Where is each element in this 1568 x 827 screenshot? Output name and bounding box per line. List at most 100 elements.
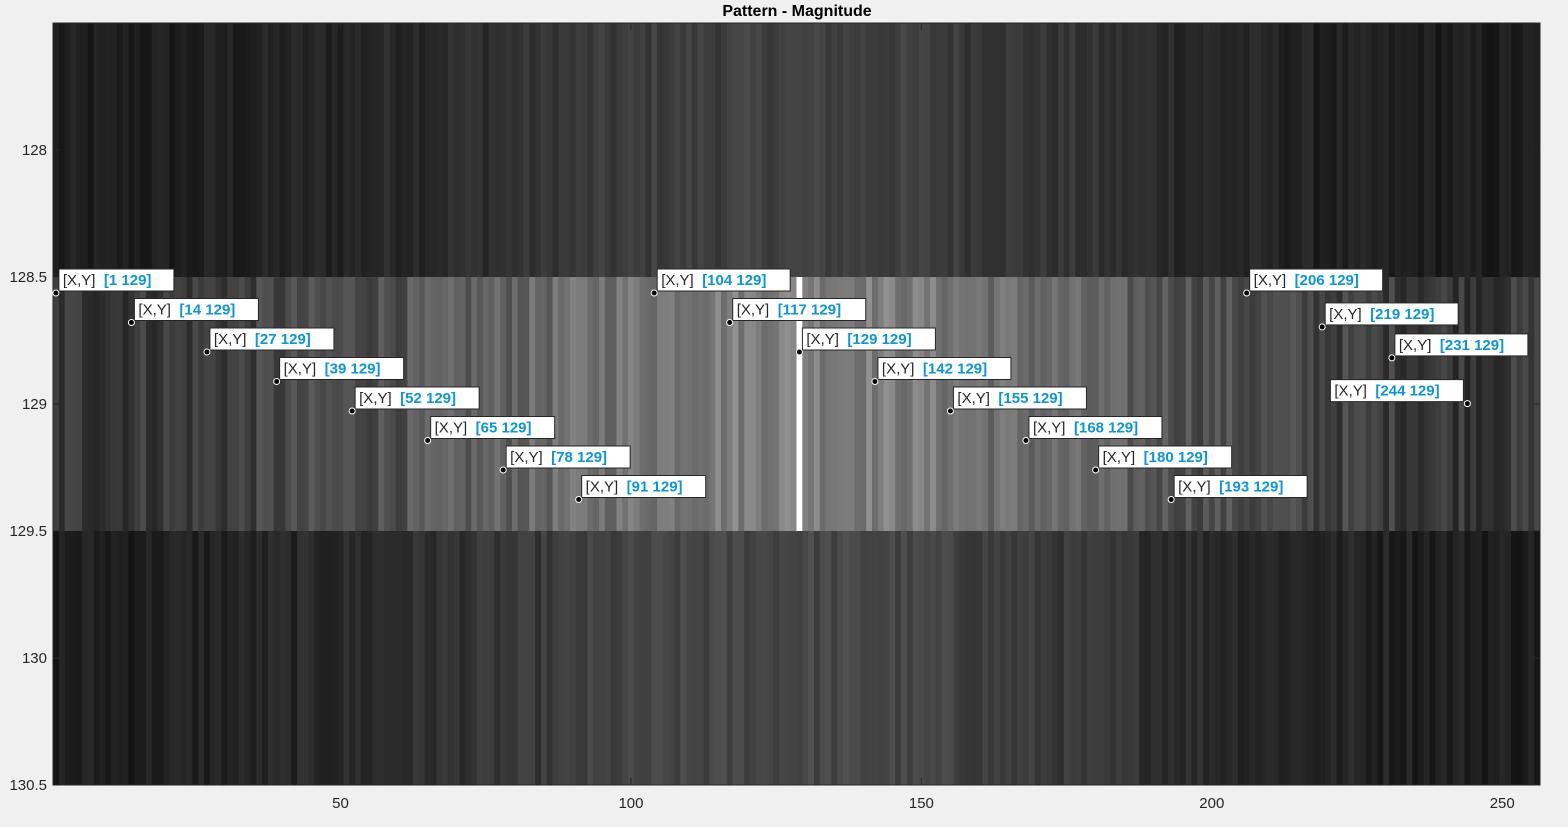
datatip-box <box>209 327 335 351</box>
heatmap-cell <box>1418 277 1425 531</box>
heatmap-cell <box>552 531 559 785</box>
heatmap-cell <box>1435 277 1442 531</box>
heatmap-cell <box>703 531 710 785</box>
datatip-box <box>133 298 259 321</box>
heatmap-cell <box>233 277 240 531</box>
heatmap-cell <box>773 277 780 531</box>
heatmap-cell <box>691 23 699 277</box>
heatmap-cell <box>326 531 333 785</box>
datatip-box <box>1249 268 1384 292</box>
heatmap-image[interactable] <box>53 23 1541 785</box>
datatip[interactable]: [X,Y] [142 129] <box>871 357 1012 385</box>
datatip-marker[interactable] <box>52 289 60 297</box>
heatmap-cell <box>349 23 356 277</box>
datatip-marker[interactable] <box>1463 400 1471 408</box>
datatip-marker[interactable] <box>348 407 356 415</box>
heatmap-cell <box>587 23 594 277</box>
heatmap-cell <box>709 277 716 531</box>
datatip[interactable]: [X,Y] [1 129] <box>52 268 175 297</box>
datatip-marker[interactable] <box>127 319 135 326</box>
datatip[interactable]: [X,Y] [104 129] <box>650 268 791 297</box>
heatmap-cell <box>1098 277 1105 531</box>
heatmap-cell <box>1301 531 1309 785</box>
heatmap-cell <box>1034 531 1041 785</box>
datatip-marker[interactable] <box>871 378 879 385</box>
heatmap-cell <box>1191 23 1198 277</box>
datatip[interactable]: [X,Y] [129 129] <box>795 327 936 356</box>
datatip-label: [X,Y] <box>1399 337 1432 354</box>
datatip-marker[interactable] <box>1243 289 1251 297</box>
datatip-marker[interactable] <box>726 319 734 326</box>
datatip-marker[interactable] <box>1092 466 1100 474</box>
datatip-marker[interactable] <box>575 496 583 503</box>
heatmap-cell <box>465 531 472 785</box>
datatip-label: [X,Y] <box>1178 479 1211 496</box>
datatip[interactable]: [X,Y] [78 129] <box>499 445 631 474</box>
heatmap-cell <box>779 531 786 785</box>
heatmap-cell <box>477 23 484 277</box>
datatip[interactable]: [X,Y] [168 129] <box>1022 416 1163 444</box>
heatmap-cell <box>1115 23 1123 277</box>
heatmap-cell <box>720 531 728 785</box>
datatip[interactable]: [X,Y] [27 129] <box>203 327 335 356</box>
datatip[interactable]: [X,Y] [52 129] <box>348 386 480 415</box>
heatmap-cell <box>337 531 344 785</box>
datatip[interactable]: [X,Y] [206 129] <box>1243 268 1384 297</box>
heatmap-cell <box>604 531 612 785</box>
datatip-label: [X,Y] <box>1329 306 1362 323</box>
datatip-marker[interactable] <box>424 437 432 444</box>
heatmap-cell <box>1301 23 1309 277</box>
heatmap-cell <box>267 277 275 531</box>
datatip[interactable]: [X,Y] [244 129] <box>1329 379 1471 408</box>
heatmap-cell <box>384 531 391 785</box>
heatmap-cell <box>1092 531 1099 785</box>
datatip-marker[interactable] <box>499 466 507 474</box>
datatip[interactable]: [X,Y] [65 129] <box>424 416 556 444</box>
heatmap-cell <box>1307 277 1314 531</box>
datatip-marker[interactable] <box>273 378 281 385</box>
heatmap-cell <box>1092 23 1099 277</box>
heatmap-cell <box>169 531 176 785</box>
heatmap-cell <box>1098 531 1105 785</box>
heatmap-cell <box>1423 277 1431 531</box>
heatmap-cell <box>209 531 217 785</box>
chart-title: Pattern - Magnitude <box>722 3 871 20</box>
heatmap-cell <box>895 531 902 785</box>
datatip-marker[interactable] <box>1167 496 1175 503</box>
heatmap-cell <box>296 277 304 531</box>
heatmap-cell <box>790 531 797 785</box>
heatmap-cell <box>616 277 623 531</box>
heatmap-cell <box>256 277 263 531</box>
heatmap-cell <box>233 531 240 785</box>
datatip[interactable]: [X,Y] [39 129] <box>273 357 405 385</box>
datatip[interactable]: [X,Y] [219 129] <box>1318 302 1459 331</box>
datatip[interactable]: [X,Y] [231 129] <box>1388 333 1529 362</box>
datatip-marker[interactable] <box>795 348 803 356</box>
datatip-marker[interactable] <box>650 289 658 297</box>
heatmap-cell <box>912 531 919 785</box>
datatip[interactable]: [X,Y] [14 129] <box>127 298 259 326</box>
datatip[interactable]: [X,Y] [117 129] <box>726 298 867 326</box>
heatmap-cell <box>581 531 588 785</box>
heatmap-cell <box>105 277 112 531</box>
heatmap-cell <box>651 277 658 531</box>
heatmap-cell <box>1168 23 1175 277</box>
heatmap-cell <box>99 531 106 785</box>
heatmap-cell <box>599 531 606 785</box>
heatmap-cell <box>593 23 600 277</box>
heatmap-cell <box>116 531 124 785</box>
datatip-marker[interactable] <box>946 407 954 415</box>
heatmap-cell <box>279 23 286 277</box>
datatip[interactable]: [X,Y] [193 129] <box>1167 475 1308 503</box>
datatip-marker[interactable] <box>1318 323 1326 331</box>
datatip[interactable]: [X,Y] [91 129] <box>575 475 707 503</box>
datatip-marker[interactable] <box>1022 437 1030 444</box>
heatmap-cell <box>779 277 786 531</box>
datatip-marker[interactable] <box>1388 354 1396 362</box>
heatmap-cell <box>970 531 977 785</box>
datatip-label: [X,Y] <box>1033 420 1066 437</box>
heatmap-cell <box>151 23 158 277</box>
datatip[interactable]: [X,Y] [155 129] <box>946 386 1087 415</box>
datatip[interactable]: [X,Y] [180 129] <box>1092 445 1233 474</box>
datatip-marker[interactable] <box>203 348 211 356</box>
